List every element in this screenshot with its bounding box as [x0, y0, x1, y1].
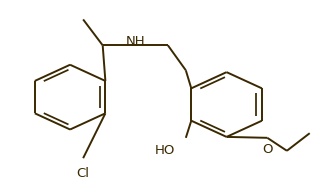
- Text: NH: NH: [126, 35, 145, 48]
- Text: Cl: Cl: [77, 167, 90, 180]
- Text: O: O: [262, 143, 273, 156]
- Text: HO: HO: [155, 144, 175, 157]
